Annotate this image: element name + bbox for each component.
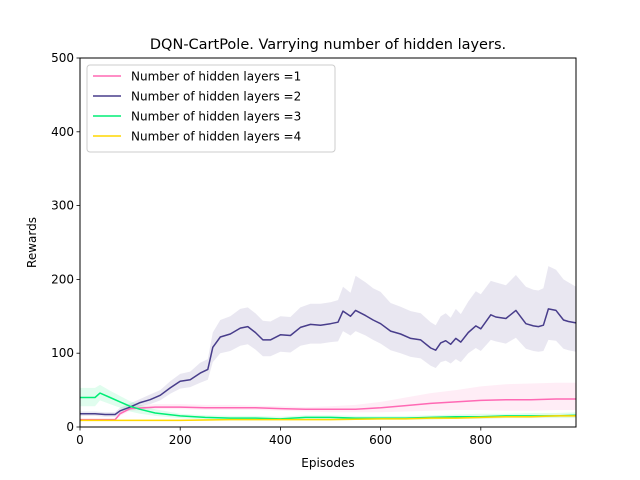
y-tick-label: 0 xyxy=(66,420,74,434)
x-axis: 0 200 400 600 800 xyxy=(76,427,492,447)
legend-box xyxy=(86,64,336,153)
x-tick-label: 200 xyxy=(169,433,192,447)
line-series-4 xyxy=(80,415,576,422)
y-tick-label: 100 xyxy=(51,346,74,360)
series-lines xyxy=(80,308,577,422)
x-tick-label: 400 xyxy=(269,433,292,447)
legend-label-4: Number of hidden layers =4 xyxy=(131,130,301,144)
x-tick-label: 0 xyxy=(76,433,84,447)
legend: Number of hidden layers =1 Number of hidd… xyxy=(86,64,336,153)
line-series-2 xyxy=(80,308,577,416)
y-axis-label: Rewards xyxy=(25,217,39,268)
x-tick-label: 600 xyxy=(369,433,392,447)
y-axis: 0 100 200 300 400 500 xyxy=(51,51,80,434)
x-tick-label: 800 xyxy=(469,433,492,447)
legend-label-3: Number of hidden layers =3 xyxy=(131,110,301,124)
y-tick-label: 200 xyxy=(51,272,74,286)
y-tick-label: 500 xyxy=(51,51,74,65)
band-series-2 xyxy=(80,266,576,417)
line-series-1 xyxy=(80,398,576,421)
plot-frame xyxy=(79,57,577,428)
y-tick-label: 400 xyxy=(51,125,74,139)
band-series-1 xyxy=(80,382,576,421)
y-tick-label: 300 xyxy=(51,199,74,213)
chart-title: DQN-CartPole. Varrying number of hidden … xyxy=(150,37,506,53)
x-axis-label: Episodes xyxy=(301,456,354,470)
legend-label-1: Number of hidden layers =1 xyxy=(131,70,301,84)
legend-label-2: Number of hidden layers =2 xyxy=(131,90,301,104)
